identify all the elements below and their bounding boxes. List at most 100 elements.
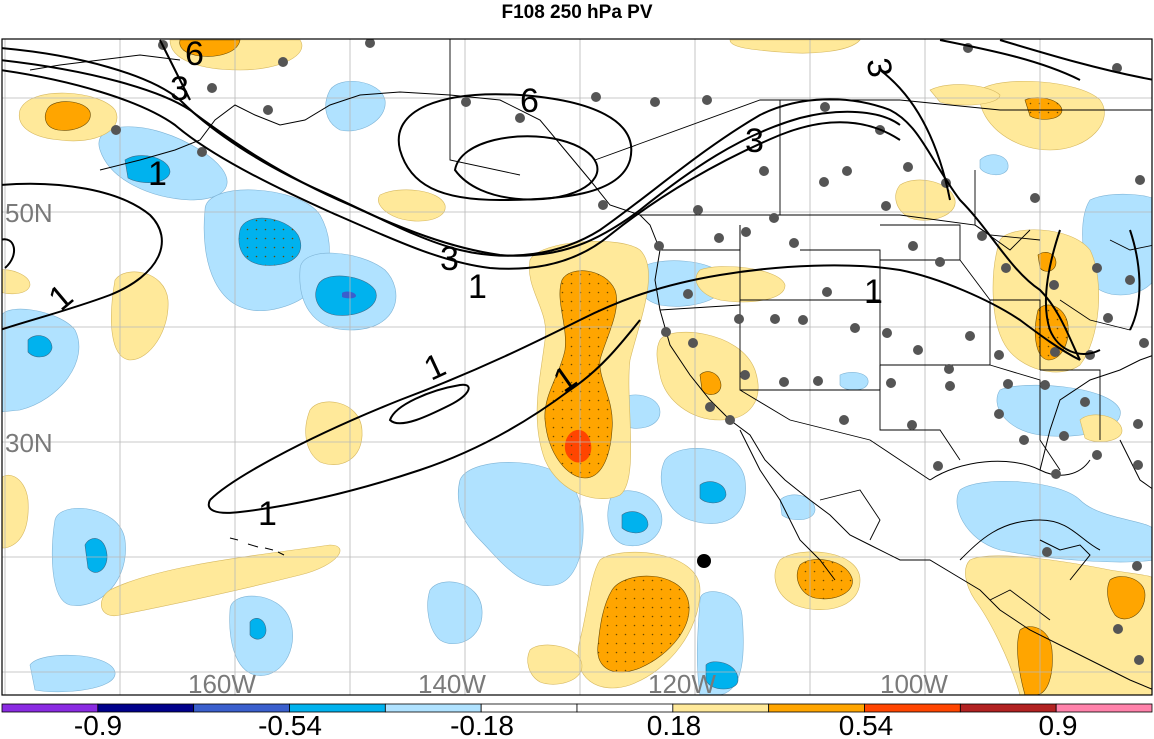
station-dot [702, 95, 712, 105]
station-dot [822, 287, 832, 297]
colorbar-tick-label: 0.54 [839, 710, 894, 739]
station-dot [977, 231, 987, 241]
lon-label-120w: 120W [648, 669, 716, 699]
station-dot [650, 97, 660, 107]
coastlines [29, 54, 1152, 690]
map-frame [1, 38, 1153, 696]
station-dot [813, 376, 823, 386]
station-dot [994, 409, 1004, 419]
station-dot [1051, 469, 1061, 479]
station-dot [945, 381, 955, 391]
station-dot [591, 92, 601, 102]
station-dot [1001, 263, 1011, 273]
station-dot [798, 315, 808, 325]
station-dot [515, 113, 525, 123]
station-dot [842, 166, 852, 176]
station-dot [1019, 435, 1029, 445]
station-dot [740, 370, 750, 380]
station-dot [1049, 280, 1059, 290]
station-dot [819, 177, 829, 187]
contour-label: 3 [859, 55, 900, 80]
station-dot [850, 323, 860, 333]
station-dot [907, 420, 917, 430]
graticule [2, 39, 1152, 695]
station-dot [1050, 347, 1060, 357]
station-dot [913, 345, 923, 355]
station-dot [933, 461, 943, 471]
station-dot [759, 166, 769, 176]
station-dot [688, 338, 698, 348]
station-dot [770, 314, 780, 324]
station-dot [839, 415, 849, 425]
colorbar-tick-label: -0.9 [74, 710, 122, 739]
contour-label: 3 [440, 240, 459, 278]
station-dot [944, 364, 954, 374]
station-dot [1040, 380, 1050, 390]
station-dot [1085, 350, 1095, 360]
station-dot [769, 213, 779, 223]
station-dot [1092, 263, 1102, 273]
colorbar-tick-label: -0.54 [258, 710, 322, 739]
lat-label-50n: 50N [5, 198, 53, 228]
station-dot [705, 402, 715, 412]
negative-anomaly-strong [342, 291, 356, 299]
contour-label: 1 [864, 273, 883, 311]
station-dot [903, 162, 913, 172]
contour-label: 3 [745, 122, 764, 160]
location-marker [697, 554, 711, 568]
station-dot [693, 205, 703, 215]
station-dot [598, 200, 608, 210]
colorbar-tick-labels: -0.9 -0.54 -0.18 0.18 0.54 0.9 [74, 710, 1078, 739]
contour-label: 3 [170, 70, 189, 108]
colorbar-tick-label: -0.18 [450, 710, 514, 739]
colorbar-segment [1055, 703, 1153, 713]
station-dot [886, 378, 896, 388]
station-dot [789, 238, 799, 248]
station-dot [683, 289, 693, 299]
station-dot [881, 201, 891, 211]
station-dot [1132, 561, 1142, 571]
contour-label: 1 [258, 495, 277, 533]
station-dot [1080, 397, 1090, 407]
station-dot [1135, 175, 1145, 185]
contour-label: 6 [520, 82, 539, 120]
station-dot [461, 97, 471, 107]
pv-contours [2, 39, 1152, 514]
station-dot [820, 102, 830, 112]
station-dot [1042, 547, 1052, 557]
station-dot [207, 83, 217, 93]
contour-label: 6 [185, 35, 204, 73]
contour-label: 1 [418, 346, 451, 388]
station-dot [1103, 313, 1113, 323]
colorbar-tick-label: 0.9 [1039, 710, 1078, 739]
station-dot [1003, 379, 1013, 389]
station-dot [1112, 63, 1122, 73]
lon-label-160w: 160W [188, 669, 256, 699]
contour-label: 1 [41, 277, 80, 318]
station-dot [882, 328, 892, 338]
station-dot [734, 314, 744, 324]
station-dot [1133, 419, 1143, 429]
station-dot [1139, 338, 1149, 348]
station-dot [263, 105, 273, 115]
contour-label: 1 [148, 155, 167, 193]
map-title: F108 250 hPa PV [501, 2, 653, 23]
station-dot [1113, 624, 1123, 634]
political-borders [449, 39, 1152, 621]
station-dot [1030, 193, 1040, 203]
station-dot [994, 350, 1004, 360]
station-dot [365, 39, 375, 48]
station-dot [725, 415, 735, 425]
contour-label: 1 [468, 268, 487, 306]
station-dot [714, 233, 724, 243]
lat-label-30n: 30N [5, 428, 53, 458]
station-dot [1134, 655, 1144, 665]
station-dot [779, 377, 789, 387]
lon-label-100w: 100W [880, 669, 948, 699]
station-dot [908, 241, 918, 251]
station-dot [197, 147, 207, 157]
station-dot [935, 257, 945, 267]
station-dot [1092, 450, 1102, 460]
station-dot [1133, 460, 1143, 470]
